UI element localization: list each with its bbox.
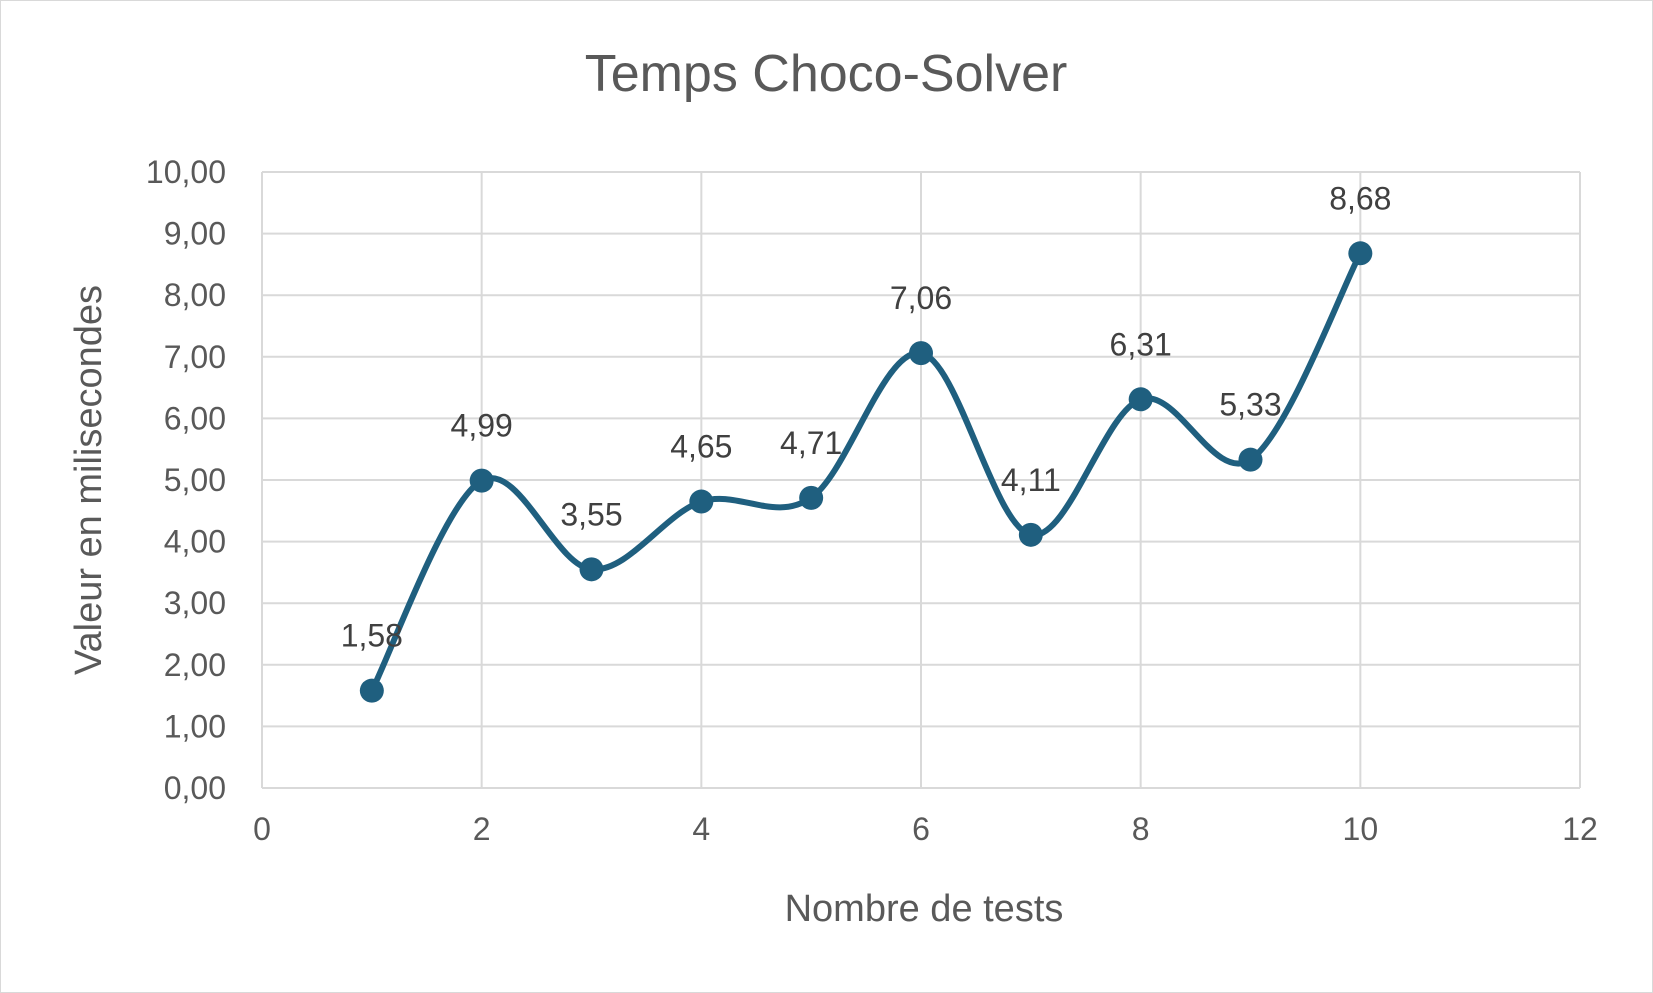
y-tick-label: 7,00 xyxy=(164,339,226,375)
data-point xyxy=(359,678,384,703)
data-label: 5,33 xyxy=(1219,387,1281,423)
data-label: 4,71 xyxy=(780,425,842,461)
data-point xyxy=(909,341,933,366)
y-tick-label: 0,00 xyxy=(164,770,226,806)
data-label: 4,65 xyxy=(670,429,732,465)
x-axis-title: Nombre de tests xyxy=(785,888,1064,930)
data-point xyxy=(579,557,604,582)
data-point xyxy=(799,485,824,510)
data-labels: 1,58 4,99 3,55 4,65 4,71 7,06 4,11 6,31 5,33 8,68 xyxy=(341,180,1392,653)
data-point xyxy=(1128,387,1153,412)
x-tick-label: 12 xyxy=(1562,811,1598,847)
data-label: 3,55 xyxy=(560,496,622,532)
y-tick-label: 1,00 xyxy=(164,708,226,744)
data-label: 7,06 xyxy=(890,280,952,316)
data-point xyxy=(1018,522,1043,547)
y-tick-label: 5,00 xyxy=(164,462,226,498)
y-tick-label: 10,00 xyxy=(146,154,226,190)
data-points xyxy=(359,241,1373,703)
y-tick-label: 6,00 xyxy=(164,400,226,436)
x-tick-label: 10 xyxy=(1343,811,1379,847)
x-tick-label: 8 xyxy=(1132,811,1150,847)
data-point xyxy=(689,489,714,514)
tick-labels: 0,00 1,00 2,00 3,00 4,00 5,00 6,00 7,00 8,00 9,00… xyxy=(146,154,1598,847)
gridlines xyxy=(261,171,1581,789)
y-tick-label: 8,00 xyxy=(164,277,226,313)
data-label: 4,11 xyxy=(1001,462,1061,498)
y-tick-label: 9,00 xyxy=(164,216,226,252)
x-tick-label: 6 xyxy=(912,811,930,847)
x-tick-label: 4 xyxy=(692,811,710,847)
data-point xyxy=(1348,241,1373,266)
series-line xyxy=(368,250,1364,694)
data-label: 8,68 xyxy=(1329,180,1391,216)
data-point xyxy=(1238,447,1263,472)
x-tick-label: 2 xyxy=(473,811,491,847)
chart-title: Temps Choco-Solver xyxy=(585,45,1068,103)
data-label: 6,31 xyxy=(1110,326,1172,362)
y-tick-label: 2,00 xyxy=(164,647,226,683)
y-tick-label: 3,00 xyxy=(164,585,226,621)
x-tick-label: 0 xyxy=(253,811,271,847)
data-point xyxy=(469,468,494,493)
y-tick-label: 4,00 xyxy=(164,524,226,560)
data-label: 1,58 xyxy=(341,618,403,654)
data-label: 4,99 xyxy=(451,408,513,444)
y-axis-title: Valeur en milisecondes xyxy=(68,285,110,675)
